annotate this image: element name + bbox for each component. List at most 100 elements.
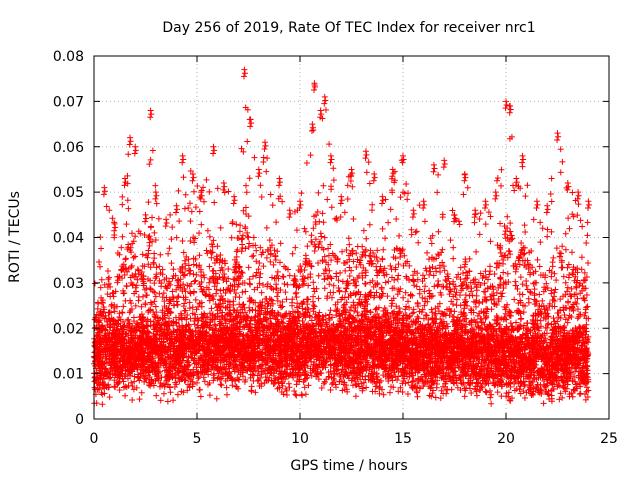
data-point xyxy=(122,255,129,262)
data-point xyxy=(245,264,252,271)
data-point xyxy=(507,251,514,258)
data-point xyxy=(312,236,319,243)
data-point xyxy=(348,267,355,274)
data-point xyxy=(395,272,402,279)
data-point xyxy=(315,272,322,279)
data-point xyxy=(181,205,188,212)
grid-lines xyxy=(94,56,609,419)
data-point xyxy=(537,219,544,226)
data-point xyxy=(436,300,443,307)
data-point xyxy=(206,263,213,270)
data-point xyxy=(574,295,581,302)
data-point xyxy=(263,224,270,231)
data-point xyxy=(403,181,410,188)
data-point xyxy=(397,194,404,201)
data-point xyxy=(201,198,208,205)
data-point xyxy=(233,290,240,297)
data-point xyxy=(373,289,380,296)
data-point xyxy=(523,277,530,284)
data-point xyxy=(465,283,472,290)
data-point xyxy=(320,219,327,226)
data-point xyxy=(548,198,555,205)
data-point xyxy=(157,251,164,258)
data-point xyxy=(521,381,528,388)
data-point xyxy=(233,253,240,260)
data-point xyxy=(129,281,136,288)
data-point xyxy=(213,286,220,293)
data-point xyxy=(400,189,407,196)
data-point xyxy=(483,297,490,304)
data-point xyxy=(575,201,582,208)
data-point xyxy=(522,229,529,236)
data-point xyxy=(576,391,583,398)
data-point xyxy=(196,252,203,259)
data-point xyxy=(239,241,246,248)
data-point xyxy=(578,266,585,273)
data-point xyxy=(200,271,207,278)
data-point xyxy=(253,247,260,254)
data-point xyxy=(96,258,103,265)
data-point xyxy=(418,373,425,380)
data-point xyxy=(486,387,493,394)
data-point xyxy=(366,221,373,228)
data-point xyxy=(244,233,251,240)
data-point xyxy=(105,276,112,283)
data-point xyxy=(342,288,349,295)
data-point xyxy=(146,239,153,246)
data-point xyxy=(583,292,590,299)
data-point xyxy=(145,234,152,241)
data-point xyxy=(350,258,357,265)
data-point xyxy=(437,289,444,296)
data-point xyxy=(111,383,118,390)
data-point xyxy=(167,389,174,396)
data-point xyxy=(221,270,228,277)
data-point xyxy=(299,281,306,288)
data-point xyxy=(128,279,135,286)
data-point xyxy=(214,243,221,250)
data-point xyxy=(491,270,498,277)
data-point xyxy=(579,223,586,230)
data-point xyxy=(532,297,539,304)
data-point xyxy=(324,196,331,203)
data-point xyxy=(254,284,261,291)
data-point xyxy=(246,175,253,182)
data-point xyxy=(284,281,291,288)
data-point xyxy=(180,174,187,181)
data-point xyxy=(228,234,235,241)
data-point xyxy=(402,306,409,313)
data-point xyxy=(277,240,284,247)
data-point xyxy=(316,309,323,316)
data-point xyxy=(453,274,460,281)
data-point xyxy=(249,253,256,260)
data-point xyxy=(409,378,416,385)
data-point xyxy=(196,208,203,215)
data-point xyxy=(471,330,478,337)
data-point xyxy=(379,255,386,262)
data-point xyxy=(422,283,429,290)
data-point xyxy=(460,191,467,198)
data-point xyxy=(271,247,278,254)
data-point xyxy=(512,334,519,341)
data-point xyxy=(139,251,146,258)
data-point xyxy=(346,273,353,280)
data-point xyxy=(487,394,494,401)
data-point xyxy=(443,390,450,397)
data-point xyxy=(583,240,590,247)
data-point xyxy=(578,254,585,261)
data-point xyxy=(272,257,279,264)
data-point xyxy=(405,190,412,197)
data-point xyxy=(424,249,431,256)
data-point xyxy=(553,277,560,284)
data-point xyxy=(439,246,446,253)
data-point xyxy=(129,396,136,403)
data-point xyxy=(330,165,337,172)
data-point xyxy=(382,279,389,286)
data-point xyxy=(573,284,580,291)
data-point xyxy=(301,225,308,232)
data-point xyxy=(221,189,228,196)
data-point xyxy=(245,234,252,241)
data-point xyxy=(208,254,215,261)
data-point xyxy=(188,208,195,215)
data-point xyxy=(562,230,569,237)
data-point xyxy=(344,182,351,189)
